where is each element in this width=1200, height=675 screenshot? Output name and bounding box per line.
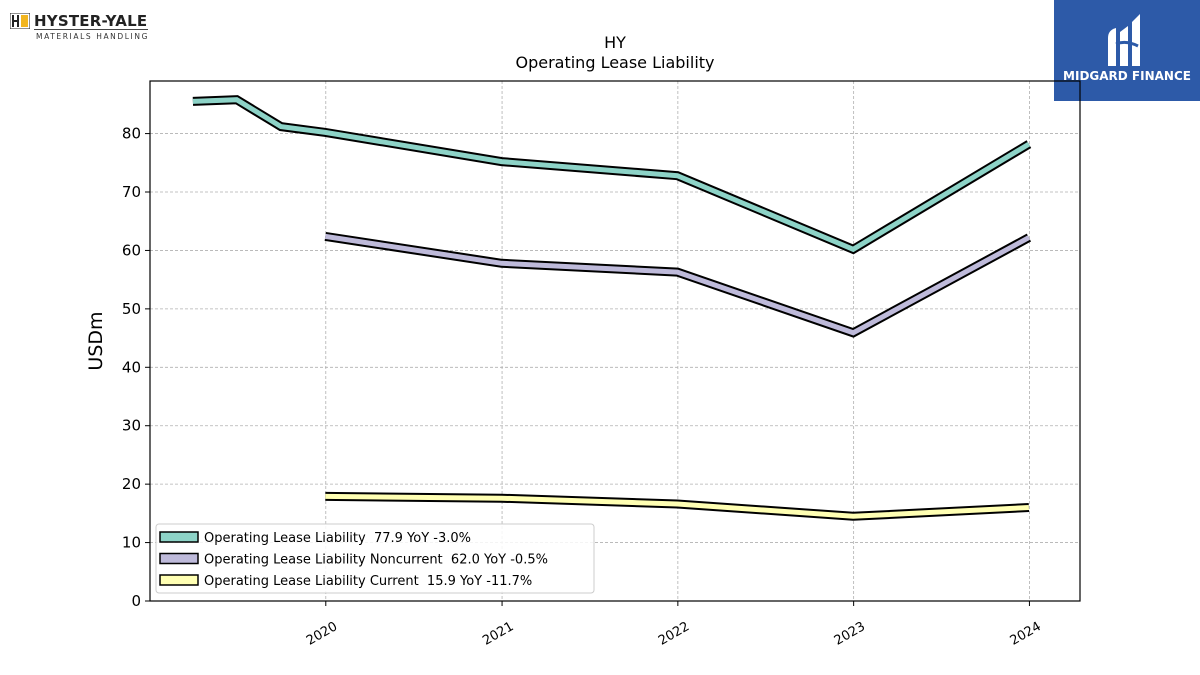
hyster-yale-subtitle: MATERIALS HANDLING	[36, 32, 149, 41]
y-tick-label: 20	[122, 475, 141, 493]
series-line	[325, 493, 1030, 519]
hyster-yale-mark-icon	[10, 13, 30, 29]
legend-item: Operating Lease Liability Noncurrent 62.…	[159, 552, 548, 568]
chart-title: HY	[604, 33, 626, 52]
x-tick-label: 2023	[832, 619, 868, 649]
x-tick-label: 2024	[1008, 619, 1044, 649]
y-tick-label: 10	[122, 534, 141, 552]
legend-label: Operating Lease Liability 77.9 YoY -3.0%	[204, 531, 471, 546]
y-tick-label: 60	[122, 241, 141, 259]
legend-label: Operating Lease Liability Noncurrent 62.…	[204, 553, 548, 568]
legend-swatch	[159, 531, 199, 543]
logo-divider	[34, 29, 148, 30]
hyster-yale-name: HYSTER-YALE	[34, 12, 148, 30]
y-tick-label: 30	[122, 417, 141, 435]
y-tick-label: 40	[122, 358, 141, 376]
y-axis-label: USDm	[85, 311, 107, 370]
series-line	[324, 233, 1031, 336]
hyster-yale-logo: HYSTER-YALE MATERIALS HANDLING	[10, 10, 155, 46]
legend-item: Operating Lease Liability Current 15.9 Y…	[159, 574, 532, 589]
legend-swatch	[159, 552, 199, 565]
plot-frame	[149, 80, 1081, 602]
series-lines	[192, 95, 1032, 521]
y-tick-label: 0	[131, 592, 141, 610]
x-tick-label: 2020	[304, 619, 340, 649]
midgard-mark-icon	[1108, 14, 1140, 66]
legend-label: Operating Lease Liability Current 15.9 Y…	[204, 574, 532, 589]
legend: Operating Lease Liability 77.9 YoY -3.0%…	[155, 523, 595, 594]
series-line-outline	[192, 95, 1032, 255]
series-2	[324, 231, 1032, 338]
y-tick-label: 80	[122, 125, 141, 143]
chart-subtitle: Operating Lease Liability	[515, 53, 714, 72]
midgard-finance-name: MIDGARD FINANCE	[1063, 69, 1191, 83]
x-tick-label: 2022	[656, 619, 692, 649]
y-tick-label: 70	[122, 183, 141, 201]
legend-swatch	[159, 574, 199, 586]
grid	[150, 81, 1080, 601]
x-tick-label: 2021	[480, 619, 516, 649]
legend-box	[155, 523, 595, 594]
midgard-finance-logo: MIDGARD FINANCE	[1054, 0, 1200, 101]
series-line	[192, 97, 1031, 253]
y-tick-label: 50	[122, 300, 141, 318]
legend-item: Operating Lease Liability 77.9 YoY -3.0%	[159, 531, 471, 546]
series-1	[192, 95, 1032, 255]
series-3	[325, 491, 1030, 521]
